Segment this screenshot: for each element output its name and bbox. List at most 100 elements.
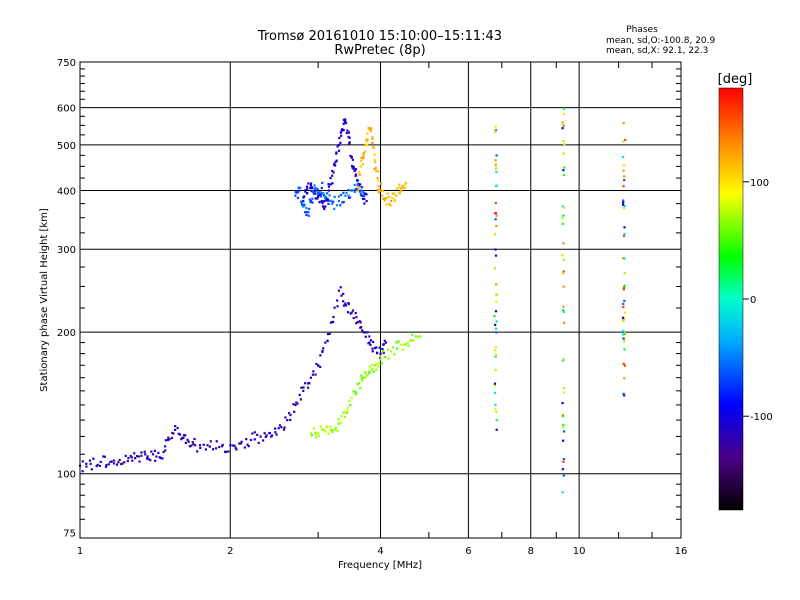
- data-point: [495, 293, 498, 297]
- data-point: [622, 288, 625, 291]
- data-point: [623, 272, 626, 275]
- data-point: [177, 432, 180, 435]
- data-point: [319, 193, 322, 196]
- data-point: [275, 433, 278, 436]
- data-point: [337, 149, 341, 152]
- data-point: [339, 193, 343, 197]
- data-point: [349, 403, 352, 407]
- data-point: [390, 350, 393, 353]
- data-point: [322, 347, 325, 350]
- data-point: [562, 386, 566, 390]
- data-point: [323, 428, 326, 431]
- data-point: [238, 442, 241, 445]
- data-point: [623, 299, 626, 302]
- data-point: [495, 428, 498, 431]
- data-point: [495, 224, 498, 228]
- phase-heading: Phases: [626, 25, 658, 35]
- data-point: [140, 451, 143, 454]
- data-point: [622, 329, 625, 332]
- data-point: [351, 164, 354, 168]
- data-point: [494, 310, 498, 313]
- data-point: [349, 312, 352, 315]
- data-point: [277, 427, 280, 430]
- data-point: [312, 427, 316, 430]
- data-point: [562, 423, 565, 427]
- data-point: [227, 450, 230, 453]
- phase-line-x: mean, sd,X: 92.1, 22.3: [606, 46, 708, 56]
- data-point: [332, 320, 335, 323]
- data-point: [164, 439, 167, 442]
- data-point: [245, 438, 248, 441]
- data-point: [300, 202, 304, 205]
- data-point: [343, 120, 346, 123]
- data-point: [92, 457, 95, 460]
- data-point: [300, 386, 303, 389]
- data-point: [300, 203, 304, 207]
- data-point: [561, 127, 564, 130]
- data-point: [381, 194, 384, 197]
- colorbar-tick-label: -100: [750, 412, 773, 423]
- grid-lines: [80, 62, 681, 538]
- data-point: [383, 339, 386, 342]
- data-point: [362, 152, 365, 155]
- data-point: [302, 386, 305, 389]
- y-tick-label: 750: [57, 58, 76, 69]
- data-point: [256, 433, 259, 436]
- data-point: [623, 257, 626, 260]
- data-point: [373, 168, 376, 171]
- data-point: [314, 197, 317, 200]
- data-point: [493, 267, 497, 270]
- data-point: [344, 121, 348, 125]
- data-point: [265, 434, 268, 437]
- data-point: [144, 453, 147, 456]
- data-point: [335, 151, 338, 154]
- data-point: [368, 365, 371, 368]
- data-point: [311, 190, 315, 194]
- data-point: [339, 141, 342, 144]
- data-point: [622, 362, 625, 365]
- data-point: [622, 306, 625, 309]
- data-point: [162, 450, 165, 454]
- data-point: [155, 455, 158, 458]
- data-point: [329, 321, 333, 324]
- data-point: [358, 173, 361, 177]
- data-point: [359, 321, 362, 324]
- data-point: [143, 450, 146, 453]
- y-tick-label: 500: [57, 141, 76, 152]
- data-point: [182, 436, 185, 439]
- data-point: [494, 349, 497, 352]
- data-point: [495, 214, 498, 217]
- data-point: [494, 355, 497, 358]
- data-point: [494, 345, 498, 349]
- data-point: [397, 340, 400, 343]
- data-point: [378, 346, 381, 349]
- data-point: [309, 186, 312, 190]
- data-point: [184, 441, 187, 444]
- data-point: [327, 185, 331, 188]
- data-point: [378, 188, 381, 192]
- data-point: [384, 341, 388, 344]
- data-point: [336, 299, 339, 302]
- data-point: [337, 199, 341, 203]
- x-tick-label: 4: [377, 546, 383, 557]
- data-point: [561, 413, 565, 416]
- data-point: [172, 432, 175, 435]
- data-point: [352, 167, 355, 171]
- data-point: [198, 444, 202, 447]
- data-point: [563, 166, 566, 169]
- data-point: [493, 211, 497, 215]
- data-point: [622, 337, 625, 340]
- data-point: [371, 135, 374, 139]
- data-point: [493, 382, 497, 385]
- data-point: [384, 197, 388, 200]
- data-point: [340, 134, 343, 137]
- data-point: [561, 426, 565, 429]
- data-point: [173, 428, 177, 431]
- data-point: [295, 401, 298, 404]
- data-point: [623, 204, 626, 208]
- data-point: [145, 457, 149, 460]
- data-point: [354, 174, 357, 178]
- data-point: [495, 154, 498, 157]
- data-point: [329, 176, 332, 180]
- data-point: [287, 412, 291, 415]
